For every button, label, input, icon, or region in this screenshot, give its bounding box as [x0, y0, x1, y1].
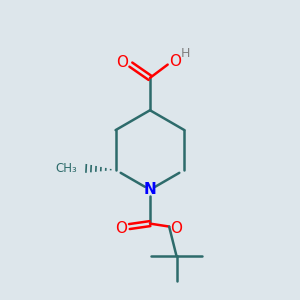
Text: O: O — [170, 220, 182, 236]
Text: H: H — [181, 47, 190, 60]
Text: O: O — [117, 55, 129, 70]
Text: O: O — [169, 54, 181, 69]
Text: N: N — [144, 182, 156, 197]
Text: CH₃: CH₃ — [55, 162, 77, 175]
Text: O: O — [115, 220, 127, 236]
